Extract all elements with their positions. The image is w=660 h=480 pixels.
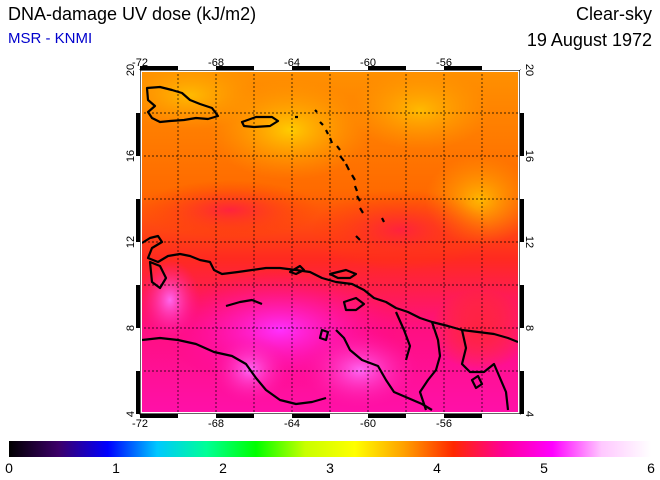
lat-tick-label: 8 — [523, 325, 535, 331]
colorbar-tick-label: 0 — [5, 460, 13, 476]
lat-tick-label: 12 — [523, 236, 535, 248]
lat-tick-label: 8 — [125, 325, 137, 331]
map-title: DNA-damage UV dose (kJ/m2) — [8, 4, 257, 24]
lat-tick-label: 4 — [523, 411, 535, 417]
coastlines — [142, 85, 518, 411]
colorbar-tick-label: 4 — [433, 460, 441, 476]
lon-tick-label: -64 — [284, 57, 300, 69]
source-label: MSR - KNMI — [8, 30, 93, 47]
lat-tick-label: 12 — [125, 236, 137, 248]
lon-tick-label: -56 — [436, 418, 452, 430]
colorbar — [9, 441, 651, 457]
lon-tick-label: -68 — [208, 57, 224, 69]
map-date: 19 August 1972 — [526, 30, 652, 50]
frame-ticks — [136, 66, 524, 418]
lat-tick-label: 4 — [125, 411, 137, 417]
lat-tick-label: 16 — [523, 150, 535, 162]
lon-labels-bottom: -72 -68 -64 -60 -56 — [132, 418, 452, 430]
sky-condition: Clear-sky — [575, 4, 652, 24]
lat-tick-label: 20 — [125, 64, 137, 76]
colorbar-tick-label: 6 — [647, 460, 655, 476]
lat-labels-left: 4 8 12 16 20 — [125, 64, 137, 417]
colorbar-tick-label: 2 — [219, 460, 227, 476]
lat-tick-label: 16 — [125, 150, 137, 162]
map-plot: -72 -68 -64 -60 -56 -72 -68 -64 -60 -56 4 8 12 16 20… — [125, 57, 535, 430]
lon-tick-label: -60 — [360, 418, 376, 430]
colorbar-tick-label: 3 — [326, 460, 334, 476]
lon-tick-label: -64 — [284, 418, 300, 430]
lon-tick-label: -56 — [436, 57, 452, 69]
lat-tick-label: 20 — [523, 64, 535, 76]
lon-tick-label: -72 — [132, 57, 148, 69]
colorbar-tick-label: 1 — [112, 460, 120, 476]
lon-tick-label: -68 — [208, 418, 224, 430]
lon-tick-label: -72 — [132, 418, 148, 430]
lon-tick-label: -60 — [360, 57, 376, 69]
lon-labels-top: -72 -68 -64 -60 -56 — [132, 57, 452, 69]
colorbar-tick-label: 5 — [540, 460, 548, 476]
lat-labels-right: 4 8 12 16 20 — [523, 64, 535, 417]
